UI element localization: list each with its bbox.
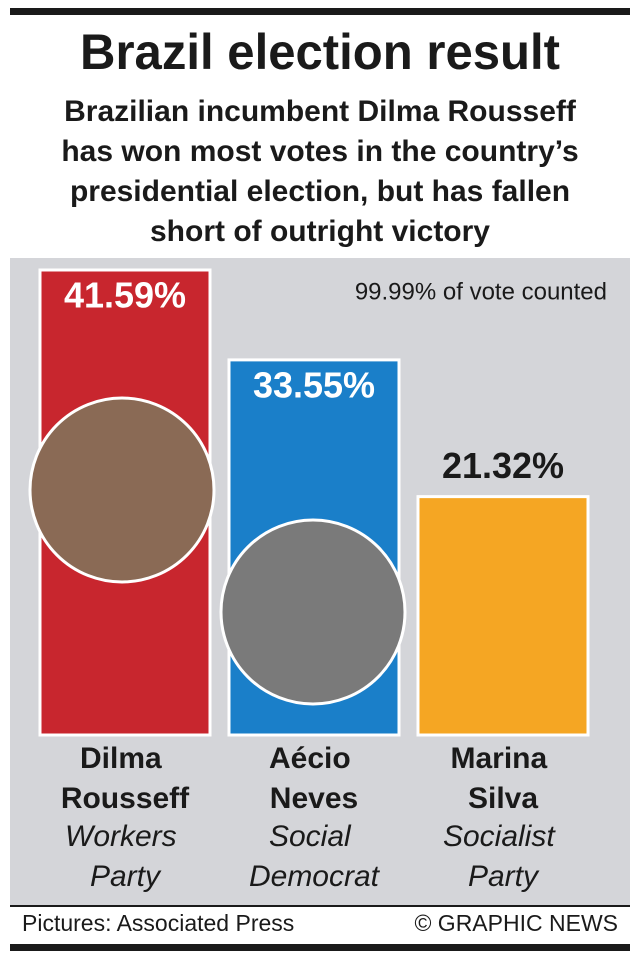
portrait bbox=[219, 518, 407, 706]
bottom-rule bbox=[10, 944, 630, 951]
portrait bbox=[28, 396, 216, 584]
chart-title: Brazil election result bbox=[80, 24, 560, 80]
category-label: Aécio Neves bbox=[269, 742, 359, 815]
category-label: Dilma Rousseff bbox=[61, 742, 190, 815]
party-label: Workers Party bbox=[65, 820, 185, 893]
credit: Pictures: Associated Press bbox=[22, 910, 294, 936]
category-label: Marina Silva bbox=[450, 742, 555, 815]
subtitle-line: Brazilian incumbent Dilma Rousseff bbox=[64, 95, 577, 128]
subtitle-line: has won most votes in the country’s bbox=[61, 135, 578, 168]
party-label: Social Democrat bbox=[249, 820, 381, 893]
subtitle-line: presidential election, but has fallen bbox=[70, 175, 570, 208]
party-label: Socialist Party bbox=[443, 820, 563, 893]
subtitle-line: short of outright victory bbox=[150, 215, 490, 248]
value-label: 41.59% bbox=[64, 275, 186, 316]
source: © GRAPHIC NEWS bbox=[414, 910, 618, 936]
bar bbox=[416, 495, 590, 737]
note: 99.99% of vote counted bbox=[355, 278, 607, 305]
value-label: 21.32% bbox=[442, 445, 564, 486]
value-label: 33.55% bbox=[253, 364, 375, 405]
top-rule bbox=[10, 8, 630, 15]
